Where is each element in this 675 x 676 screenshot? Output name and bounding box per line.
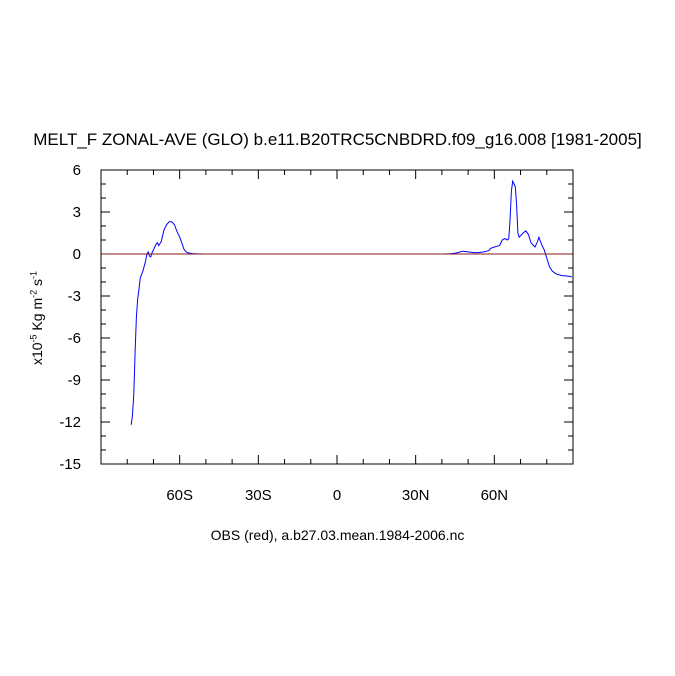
y-axis-label: x10-5 Kg m-2 s-1 xyxy=(28,270,45,366)
y-axis-label-exp3: -1 xyxy=(28,270,39,279)
y-tick-labels: 6 3 0 -3 -6 -9 -12 -15 xyxy=(59,162,81,473)
y-axis-label-exp1: -5 xyxy=(28,334,39,343)
x-tick-labels: 60S 30S 0 30N 60N xyxy=(166,487,508,504)
y-axis-label-exp2: -2 xyxy=(28,289,39,298)
y-tick-label: -12 xyxy=(59,414,81,431)
y-tick-label: 6 xyxy=(73,162,81,179)
y-tick-label: 3 xyxy=(73,204,81,221)
series-line-0 xyxy=(130,179,572,425)
x-tick-label: 60S xyxy=(166,487,193,504)
y-axis-label-unit1: Kg m xyxy=(29,297,45,335)
y-tick-label: -6 xyxy=(68,330,81,347)
y-tick-label: -3 xyxy=(68,288,81,305)
y-axis-label-unit2: s xyxy=(29,278,45,290)
series-lines xyxy=(101,179,573,425)
chart-subtitle: OBS (red), a.b27.03.mean.1984-2006.nc xyxy=(210,527,465,543)
y-tick-label: -15 xyxy=(59,456,81,473)
x-tick-label: 30S xyxy=(245,487,272,504)
y-axis-label-prefix: x10 xyxy=(29,342,45,366)
x-tick-label: 30N xyxy=(402,487,430,504)
y-tick-label: 0 xyxy=(73,246,81,263)
tick-marks xyxy=(100,169,574,465)
plot-frame xyxy=(100,169,574,465)
chart-title: MELT_F ZONAL-AVE (GLO) b.e11.B20TRC5CNBD… xyxy=(33,130,642,149)
y-tick-label: -9 xyxy=(68,372,81,389)
x-tick-label: 60N xyxy=(481,487,509,504)
x-tick-label: 0 xyxy=(333,487,341,504)
